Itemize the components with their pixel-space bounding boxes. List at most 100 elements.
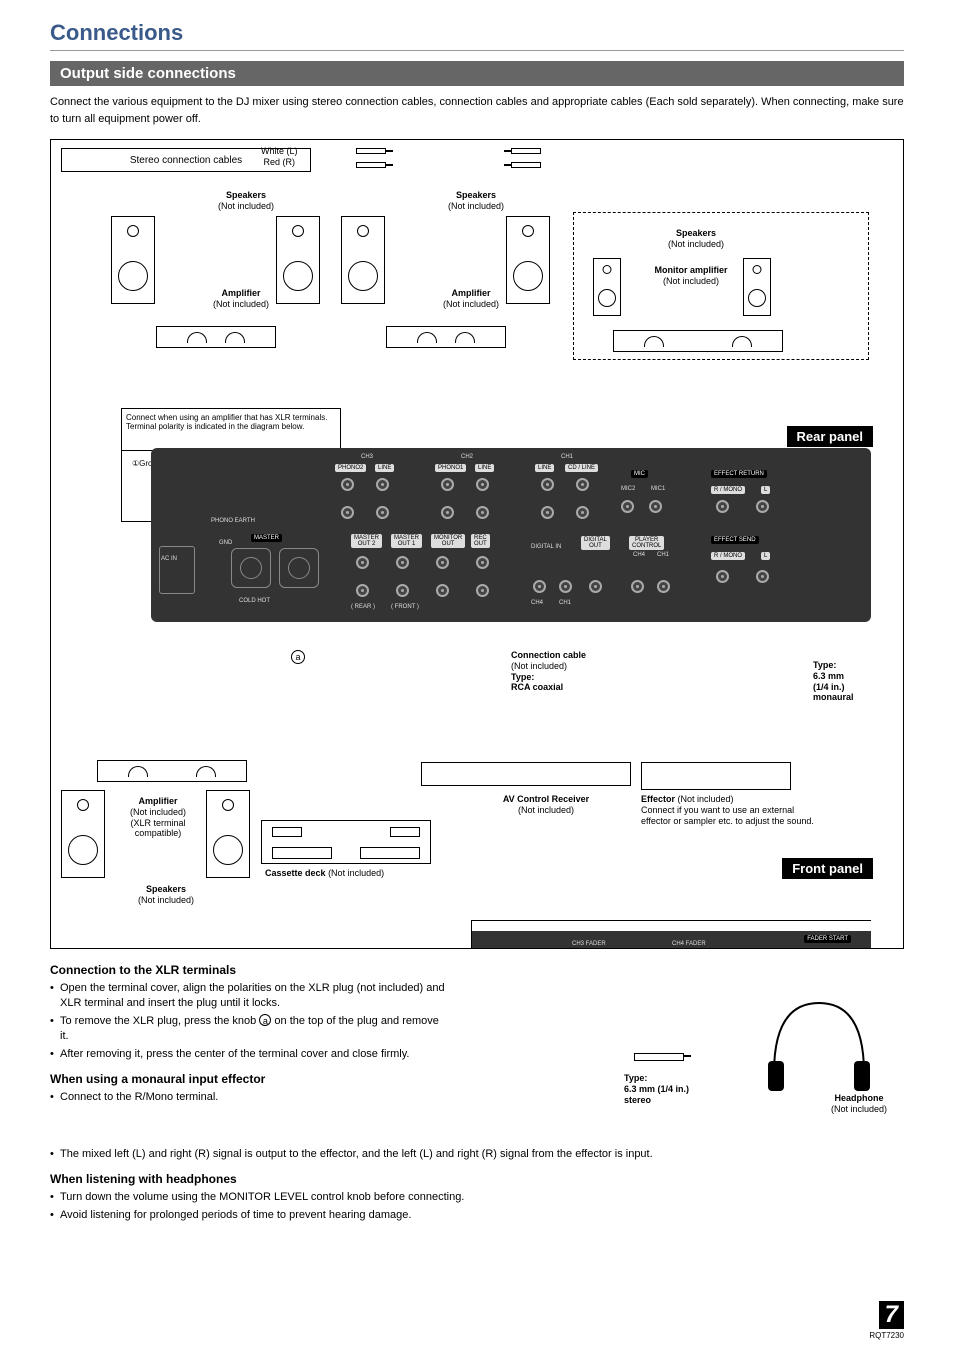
rca-jack bbox=[476, 506, 489, 519]
rmono-label: R / MONO bbox=[711, 486, 745, 494]
rca-jack bbox=[756, 570, 769, 583]
xlr-note-box: Connect when using an amplifier that has… bbox=[121, 408, 341, 450]
l-label: L bbox=[761, 552, 770, 560]
section-heading: Output side connections bbox=[50, 61, 904, 86]
player-control-label: PLAYER CONTROL bbox=[629, 536, 664, 550]
headphone-icon bbox=[754, 983, 884, 1103]
type-63-stereo-text: Type: 6.3 mm (1/4 in.) stereo bbox=[624, 1073, 689, 1105]
hp-bullets: Turn down the volume using the MONITOR L… bbox=[50, 1190, 904, 1223]
ch2-label: CH2 bbox=[461, 454, 473, 460]
intro-text: Connect the various equipment to the DJ … bbox=[50, 94, 904, 127]
xlr-bullets: Open the terminal cover, align the polar… bbox=[50, 981, 450, 1062]
cassette-label: Cassette deck (Not included) bbox=[265, 868, 384, 879]
xlr-note-text: Connect when using an amplifier that has… bbox=[126, 413, 327, 431]
red-r-label: Red (R) bbox=[264, 157, 296, 167]
connection-cable-label: Connection cable (Not included) Type: RC… bbox=[511, 650, 601, 693]
amplifier-label-2: Amplifier (Not included) bbox=[426, 288, 516, 310]
speakers-label-1: Speakers (Not included) bbox=[201, 190, 291, 212]
rec-out-label: REC OUT bbox=[471, 534, 490, 548]
rca-jack bbox=[589, 580, 602, 593]
speakers-text: Speakers bbox=[226, 190, 266, 200]
cassette-deck-icon bbox=[261, 820, 431, 864]
speakers-text: Speakers bbox=[676, 228, 716, 238]
ch1-label: CH1 bbox=[657, 552, 669, 558]
mono-subhead: When using a monaural input effector bbox=[50, 1072, 450, 1086]
headphone-label: Headphone (Not included) bbox=[814, 1093, 904, 1115]
cdline-label: CD / LINE bbox=[565, 464, 598, 472]
hp-bullet-1: Turn down the volume using the MONITOR L… bbox=[50, 1190, 904, 1205]
mic1-label: MIC1 bbox=[651, 486, 665, 492]
page-number-value: 7 bbox=[879, 1301, 904, 1329]
rca-jack bbox=[621, 500, 634, 513]
rca-jack bbox=[436, 556, 449, 569]
page-title: Connections bbox=[50, 20, 904, 51]
speakers-label-3: Speakers (Not included) bbox=[651, 228, 741, 250]
conn-cable-text: Connection cable bbox=[511, 650, 586, 660]
white-l-label: White (L) bbox=[261, 146, 298, 156]
rear-panel-tag: Rear panel bbox=[787, 426, 873, 447]
rca-jack bbox=[441, 478, 454, 491]
type-63-mono-text: Type: 6.3 mm (1/4 in.) monaural bbox=[813, 660, 854, 702]
speaker-icon bbox=[593, 258, 621, 316]
effect-return-label: EFFECT RETURN bbox=[711, 470, 767, 478]
amplifier-label-1: Amplifier (Not included) bbox=[196, 288, 286, 310]
rca-jack bbox=[356, 584, 369, 597]
knob-a-ref: a bbox=[259, 1014, 271, 1026]
not-included-text: (Not included) bbox=[831, 1104, 887, 1114]
speaker-icon bbox=[111, 216, 155, 304]
headphone-text: Headphone bbox=[834, 1093, 883, 1103]
rca-jack bbox=[716, 570, 729, 583]
xlr-socket bbox=[231, 548, 271, 588]
doc-id: RQT7230 bbox=[869, 1331, 904, 1340]
amplifier-icon bbox=[386, 326, 506, 348]
rear-label: ( REAR ) bbox=[351, 604, 375, 610]
not-included-text: (Not included) bbox=[511, 661, 567, 671]
rca-jack bbox=[533, 580, 546, 593]
not-included-text: (Not included) bbox=[328, 868, 384, 878]
not-included-text: (Not included) bbox=[138, 895, 194, 905]
not-included-text: (Not included) bbox=[213, 299, 269, 309]
rca-jack bbox=[756, 500, 769, 513]
rca-jack bbox=[341, 506, 354, 519]
mono-bullets: Connect to the R/Mono terminal. bbox=[50, 1090, 450, 1105]
effector-note-text: Connect if you want to use an external e… bbox=[641, 805, 814, 826]
cold-hot-label: COLD HOT bbox=[239, 598, 270, 604]
amplifier-text: Amplifier bbox=[138, 796, 177, 806]
rca-jack bbox=[356, 556, 369, 569]
monitor-out-label: MONITOR OUT bbox=[431, 534, 465, 548]
hp-bullet-2: Avoid listening for prolonged periods of… bbox=[50, 1208, 904, 1223]
amplifier-icon bbox=[97, 760, 247, 782]
page-number: 7 RQT7230 bbox=[869, 1301, 904, 1341]
rca-jack bbox=[341, 478, 354, 491]
rca-jack bbox=[376, 478, 389, 491]
mono-bullet-2: The mixed left (L) and right (R) signal … bbox=[50, 1147, 904, 1162]
rca-jack bbox=[576, 506, 589, 519]
phono1-label: PHONO1 bbox=[435, 464, 466, 472]
rca-jack bbox=[541, 478, 554, 491]
rca-jack bbox=[476, 556, 489, 569]
rca-jack bbox=[631, 580, 644, 593]
rca-jack bbox=[476, 478, 489, 491]
cable-color-labels: White (L) Red (R) bbox=[261, 146, 298, 168]
rca-jack bbox=[396, 556, 409, 569]
speaker-icon bbox=[341, 216, 385, 304]
front-panel-tag: Front panel bbox=[782, 858, 873, 879]
type-63-stereo-label: Type: 6.3 mm (1/4 in.) stereo bbox=[624, 1073, 744, 1105]
speakers-text: Speakers bbox=[146, 884, 186, 894]
av-receiver-icon bbox=[421, 762, 631, 786]
rca-jack bbox=[657, 580, 670, 593]
phono2-label: PHONO2 bbox=[335, 464, 366, 472]
not-included-text: (Not included) bbox=[678, 794, 734, 804]
type-rca-text: Type: RCA coaxial bbox=[511, 672, 563, 693]
not-included-text: (Not included) bbox=[218, 201, 274, 211]
l-label: L bbox=[761, 486, 770, 494]
rca-jack bbox=[441, 506, 454, 519]
not-included-text: (Not included) bbox=[443, 299, 499, 309]
not-included-text: (Not included) bbox=[663, 276, 719, 286]
line-label: LINE bbox=[375, 464, 394, 472]
connection-diagram: Stereo connection cables White (L) Red (… bbox=[50, 139, 904, 949]
front-label: ( FRONT ) bbox=[391, 604, 419, 610]
mono-bullet-1: Connect to the R/Mono terminal. bbox=[50, 1090, 450, 1105]
amplifier-text: Amplifier bbox=[221, 288, 260, 298]
not-included-text: (Not included) bbox=[448, 201, 504, 211]
